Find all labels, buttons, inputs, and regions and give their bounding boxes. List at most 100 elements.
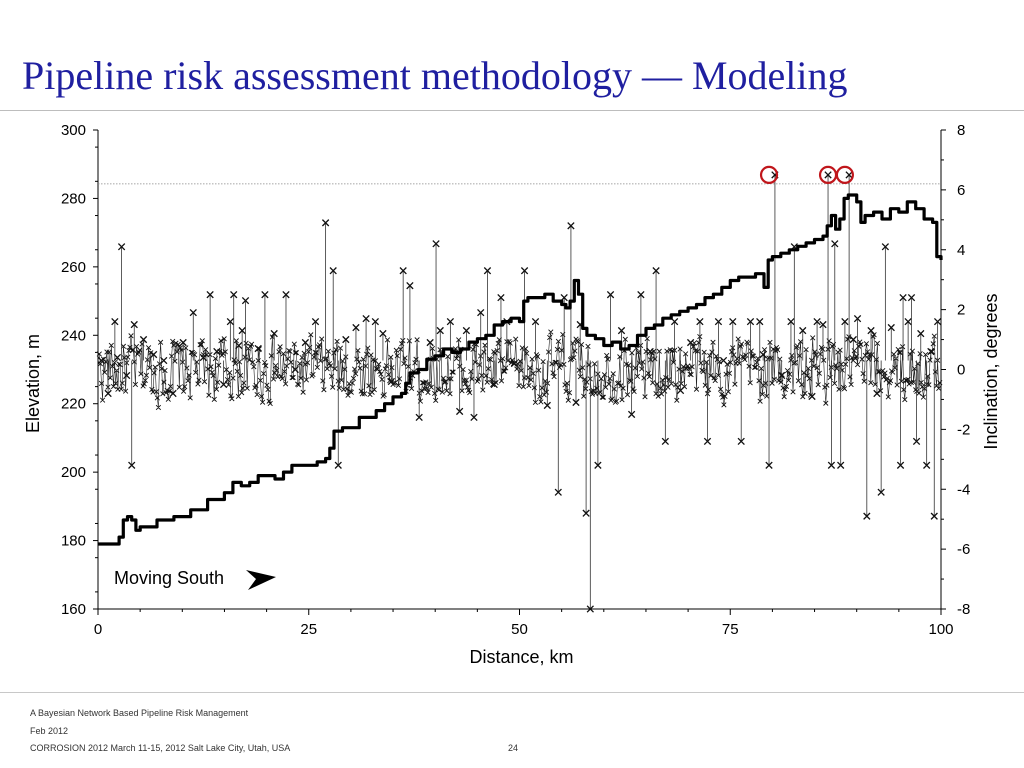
y-tick-label: 200 — [61, 464, 86, 481]
inclination-series — [97, 165, 942, 613]
inclination-point — [111, 317, 119, 326]
inclination-point — [827, 461, 836, 469]
inclination-point — [311, 317, 320, 326]
inclination-point — [703, 437, 712, 446]
inclination-point — [912, 437, 921, 446]
inclination-point — [778, 371, 786, 380]
y-tick-label: 260 — [61, 259, 86, 276]
inclination-point — [719, 356, 728, 365]
inclination-point — [477, 308, 485, 317]
y-tick-label: 160 — [61, 601, 86, 618]
footer-divider — [0, 692, 1024, 693]
inclination-point — [446, 317, 455, 326]
inclination-point — [130, 320, 138, 329]
inclination-point — [226, 317, 235, 326]
inclination-point — [282, 290, 290, 299]
inclination-point — [873, 389, 881, 398]
inclination-point — [813, 317, 821, 326]
footer-page-number: 24 — [508, 743, 519, 753]
inclination-point — [586, 605, 594, 613]
inclination-point — [189, 308, 197, 317]
inclination-point — [637, 290, 645, 299]
inclination-point — [670, 317, 679, 326]
chart-annotation: Moving South — [114, 568, 276, 590]
inclination-point — [199, 353, 208, 362]
inclination-point — [455, 407, 464, 416]
inclination-point — [379, 329, 387, 338]
inclination-point — [179, 338, 187, 347]
inclination-point — [301, 338, 310, 347]
inclination-point — [219, 380, 228, 389]
inclination-point — [160, 356, 168, 365]
inclination-point — [462, 326, 471, 335]
inclination-point — [104, 389, 112, 398]
footer-conference: CORROSION 2012 March 11-15, 2012 Salt La… — [30, 743, 291, 753]
inclination-point — [877, 488, 885, 496]
y-tick-label: 240 — [61, 327, 86, 344]
footer-date: Feb 2012 — [30, 726, 69, 736]
y2-tick-label: 0 — [957, 362, 965, 379]
inclination-point — [169, 389, 177, 398]
inclination-point — [845, 171, 853, 179]
inclination-point — [362, 314, 370, 323]
inclination-point — [241, 296, 250, 305]
y2-tick-label: 4 — [957, 242, 965, 259]
x-tick-label: 0 — [94, 621, 102, 638]
inclination-point — [831, 240, 839, 248]
inclination-point — [128, 461, 136, 469]
inclination-point — [352, 323, 360, 332]
inclination-point — [497, 293, 505, 302]
inclination-point — [321, 219, 330, 227]
inclination-point — [342, 335, 350, 344]
inclination-point — [863, 512, 871, 520]
inclination-point — [652, 267, 660, 275]
inclination-point — [904, 317, 912, 326]
inclination-point — [123, 371, 131, 380]
inclination-point — [923, 461, 931, 469]
inclination-point — [543, 401, 551, 410]
highlight-circle — [835, 165, 854, 185]
inclination-point — [238, 326, 246, 335]
inclination-point — [117, 243, 126, 251]
inclination-point — [799, 326, 807, 335]
inclination-point — [853, 314, 862, 323]
y2-tick-label: 2 — [957, 302, 965, 319]
inclination-point — [881, 243, 890, 251]
y-tick-label: 300 — [61, 122, 86, 139]
x-tick-label: 100 — [928, 621, 953, 638]
inclination-point — [291, 365, 299, 374]
inclination-point — [334, 461, 342, 469]
inclination-point — [617, 326, 626, 335]
inclination-point — [572, 398, 580, 407]
inclination-point — [432, 240, 440, 248]
inclination-point — [97, 356, 106, 365]
title-divider — [0, 110, 1024, 111]
inclination-point — [399, 267, 407, 275]
chart-labels: 0 25 50 75 100160180200220240260280300-8-6-4… — [23, 122, 1001, 667]
inclination-point — [759, 350, 767, 359]
inclination-point — [415, 413, 423, 422]
x-tick-label: 75 — [722, 621, 739, 638]
inclination-point — [490, 380, 498, 389]
inclination-point — [206, 290, 214, 299]
inclination-point — [139, 335, 148, 344]
inclination-point — [824, 171, 832, 179]
inclination-point — [808, 392, 816, 401]
inclination-point — [213, 347, 221, 356]
y2-tick-label: -4 — [957, 481, 970, 498]
inclination-point — [270, 329, 278, 338]
inclination-point — [819, 320, 827, 329]
inclination-point — [606, 290, 615, 299]
y2-tick-label: -6 — [957, 541, 970, 558]
x-tick-label: 25 — [300, 621, 317, 638]
inclination-point — [426, 338, 434, 347]
inclination-point — [837, 461, 845, 469]
inclination-point — [567, 222, 575, 230]
elevation-inclination-chart: 0 25 50 75 100160180200220240260280300-8-6-4… — [23, 122, 1001, 667]
inclination-point — [887, 323, 895, 332]
inclination-point — [520, 267, 529, 275]
inclination-noise-band — [96, 329, 943, 411]
inclination-point — [594, 461, 602, 469]
inclination-point — [686, 338, 695, 347]
inclination-point — [765, 461, 773, 469]
